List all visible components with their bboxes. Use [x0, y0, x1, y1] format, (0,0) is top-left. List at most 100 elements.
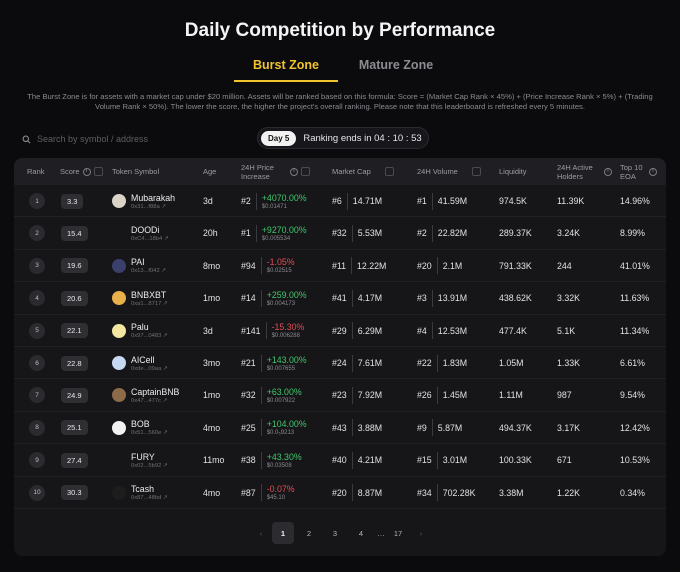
token-address-link[interactable]: 0x87...48bd ↗ — [131, 495, 168, 502]
token-address-link[interactable]: 0x31...f88a ↗ — [131, 203, 167, 210]
token-name[interactable]: FURY — [131, 451, 155, 462]
market-cap-rank: #43 — [332, 422, 347, 433]
age-cell: 3mo — [203, 358, 221, 368]
age-cell: 11mo — [203, 455, 225, 466]
token-name[interactable]: BNBXBT — [131, 289, 167, 300]
score-cell: 3.3 — [61, 185, 84, 217]
col-top10[interactable]: Top 10 EOA i — [620, 158, 666, 185]
volume-rank: #15 — [417, 455, 432, 466]
score-badge: 19.6 — [61, 258, 88, 274]
price-increase-pct: +43.30% — [266, 451, 302, 462]
token-address-link[interactable]: 0x97...0483 ↗ — [131, 333, 168, 340]
market-cap-value: 6.29M — [357, 325, 383, 336]
tab-burst-zone[interactable]: Burst Zone — [234, 58, 338, 82]
score-cell: 30.3 — [61, 477, 88, 509]
holders-cell: 11.39K — [557, 196, 585, 206]
sort-icon[interactable] — [471, 167, 481, 176]
search-box[interactable] — [14, 129, 170, 149]
tab-mature-zone[interactable]: Mature Zone — [358, 58, 434, 72]
token-price: $0.007655 — [266, 365, 296, 372]
day-badge[interactable]: Day 5 — [261, 130, 297, 146]
col-price-increase[interactable]: 24H Price Increase i — [241, 158, 327, 185]
table-row[interactable]: 7 24.9 CaptainBNB 0x47...477c ↗ 1mo #32 +63.00… — [14, 379, 666, 412]
market-cap-cell: #23 7.92M — [332, 379, 382, 411]
col-volume[interactable]: 24H Volume — [417, 158, 481, 185]
token-address-link[interactable]: 0xa1...8717 ↗ — [131, 300, 168, 307]
table-row[interactable]: 10 30.3 Tcash 0x87...48bd ↗ 4mo #87 -0.07% $45.… — [14, 477, 666, 509]
info-icon[interactable]: i — [290, 167, 298, 176]
token-logo-icon — [112, 226, 126, 240]
token-address-link[interactable]: 0xde...09aa ↗ — [131, 365, 168, 372]
next-page-button[interactable]: › — [419, 528, 423, 538]
token-cell[interactable]: Mubarakah 0x31...f88a ↗ — [112, 185, 175, 217]
token-cell[interactable]: FURY 0x02...5b92 ↗ — [112, 444, 168, 476]
table-row[interactable]: 5 22.1 Palu 0x97...0483 ↗ 3d #141 -15.30% $0.00… — [14, 315, 666, 347]
volume-value: 1.83M — [442, 358, 468, 368]
token-cell[interactable]: AICell 0xde...09aa ↗ — [112, 347, 168, 379]
token-address-link[interactable]: 0x02...5b92 ↗ — [131, 462, 168, 469]
token-address-link[interactable]: 0x47...477c ↗ — [131, 397, 168, 404]
token-cell[interactable]: Tcash 0x87...48bd ↗ — [112, 477, 168, 509]
divider — [346, 192, 348, 210]
table-row[interactable]: 3 19.6 PAI 0x13...f042 ↗ 8mo #94 -1.05% $0.0251… — [14, 250, 666, 283]
divider — [436, 386, 438, 404]
table-row[interactable]: 8 25.1 BOB 0x51...560e ↗ 4mo #25 +104.00% $0.0₅… — [14, 412, 666, 445]
col-market-cap[interactable]: Market Cap — [332, 158, 394, 185]
token-cell[interactable]: CaptainBNB 0x47...477c ↗ — [112, 379, 179, 411]
token-price: $0.005534 — [261, 235, 291, 242]
token-address-link[interactable]: 0x13...f042 ↗ — [131, 268, 167, 275]
rank-cell: 9 — [29, 444, 45, 476]
sort-icon[interactable] — [93, 167, 103, 176]
page-17-button[interactable]: 17 — [393, 528, 403, 538]
table-header: Rank Score i Token Symbol Age 24H Price I… — [14, 158, 666, 185]
token-address-link[interactable]: 0x51...560e ↗ — [131, 430, 168, 437]
token-cell[interactable]: PAI 0x13...f042 ↗ — [112, 250, 166, 282]
token-name[interactable]: AICell — [131, 354, 155, 365]
score-cell: 25.1 — [61, 412, 88, 444]
page-2-button[interactable]: 2 — [306, 528, 312, 538]
token-cell[interactable]: DOODi 0xC4...18b4 ↗ — [112, 217, 169, 249]
table-row[interactable]: 1 3.3 Mubarakah 0x31...f88a ↗ 3d #2 +4070.00% $… — [14, 185, 666, 218]
volume-cell: #26 1.45M — [417, 379, 467, 411]
token-cell[interactable]: Palu 0x97...0483 ↗ — [112, 315, 168, 347]
market-cap-value: 14.71M — [352, 196, 383, 206]
rank-badge: 8 — [29, 419, 45, 436]
token-price: $0.006288 — [271, 333, 300, 340]
page-4-button[interactable]: 4 — [358, 528, 364, 538]
token-cell[interactable]: BNBXBT 0xa1...8717 ↗ — [112, 282, 168, 314]
market-cap-value: 5.53M — [357, 228, 383, 239]
price-increase-rank: #32 — [241, 390, 256, 401]
token-name[interactable]: Mubarakah — [131, 192, 176, 203]
top10-cell: 12.42% — [620, 422, 650, 433]
market-cap-value: 8.87M — [357, 487, 383, 498]
col-holders[interactable]: 24H Active Holders i — [557, 158, 615, 185]
divider — [265, 322, 267, 340]
page-3-button[interactable]: 3 — [332, 528, 338, 538]
table-row[interactable]: 6 22.8 AICell 0xde...09aa ↗ 3mo #21 +143.00% $0… — [14, 347, 666, 380]
age-cell: 1mo — [203, 390, 221, 401]
page-1-button[interactable]: 1 — [272, 522, 294, 544]
table-row[interactable]: 2 15.4 DOODi 0xC4...18b4 ↗ 20h #1 +9270.00% $0.… — [14, 217, 666, 250]
token-address-link[interactable]: 0xC4...18b4 ↗ — [131, 235, 169, 242]
token-name[interactable]: CaptainBNB — [131, 386, 180, 397]
token-name[interactable]: PAI — [131, 257, 145, 268]
ranking-countdown: Ranking ends in 04 : 10 : 53 — [303, 132, 422, 144]
market-cap-value: 3.88M — [357, 422, 383, 433]
table-row[interactable]: 9 27.4 FURY 0x02...5b92 ↗ 11mo #38 +43.30% $0.0… — [14, 444, 666, 477]
info-icon[interactable]: i — [604, 167, 612, 176]
token-name[interactable]: BOB — [131, 419, 150, 430]
token-name[interactable]: DOODi — [131, 224, 160, 235]
sort-icon[interactable] — [301, 167, 310, 176]
token-name[interactable]: Palu — [131, 322, 149, 333]
table-row[interactable]: 4 20.6 BNBXBT 0xa1...8717 ↗ 1mo #14 +259.00% $0… — [14, 282, 666, 315]
info-icon[interactable]: i — [82, 167, 91, 176]
col-score[interactable]: Score i — [60, 158, 103, 185]
info-icon[interactable]: i — [649, 167, 657, 176]
token-cell[interactable]: BOB 0x51...560e ↗ — [112, 412, 168, 444]
sort-icon[interactable] — [384, 167, 394, 176]
prev-page-button[interactable]: ‹ — [259, 528, 263, 538]
divider — [351, 484, 353, 502]
token-name[interactable]: Tcash — [131, 484, 154, 495]
volume-cell: #15 3.01M — [417, 444, 467, 476]
search-input[interactable] — [37, 134, 167, 144]
